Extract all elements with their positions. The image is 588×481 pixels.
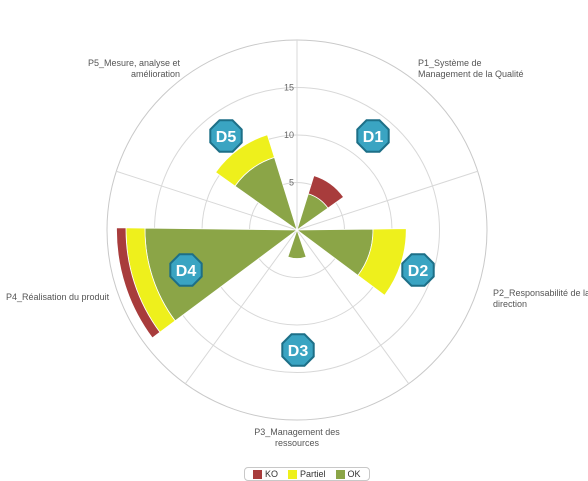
badge-label: D5 [216,129,237,146]
legend-item-ok[interactable]: OK [335,469,361,479]
category-label-p1: P1_Système de Management de la Qualité [418,58,524,79]
legend-swatch [253,469,262,479]
badge-label: D1 [363,129,384,146]
badge-d1: D1 [356,119,390,153]
badge-d2: D2 [401,253,435,287]
badge-d5: D5 [209,119,243,153]
category-label-p5: P5_Mesure, analyse et amélioration [87,58,180,79]
category-label-p3: P3_Management des ressources [254,427,340,448]
badge-d3: D3 [281,333,315,367]
badge-label: D2 [408,263,429,280]
grid-spoke [116,170,298,231]
bar-ko-1 [307,175,345,209]
badge-octagon [356,119,390,153]
legend-swatch [335,469,345,479]
badge-d4: D4 [169,253,203,287]
bar-ok-2 [295,228,374,277]
polar-bars [116,134,407,339]
tick-label: 5 [289,178,294,188]
legend-label: OK [347,469,361,479]
badge-octagon [401,253,435,287]
badge-label: D4 [176,263,197,280]
legend: KO Partiel OK [244,467,370,481]
badge-octagon [169,253,203,287]
badge-label: D3 [288,343,309,360]
tick-label: 15 [284,83,294,93]
category-label-p4: P4_Réalisation du produit [6,292,110,302]
legend-swatch [288,469,298,479]
sector-badges: D1 D2 D3 D4 D5 [169,119,435,367]
badge-octagon [281,333,315,367]
bar-ok-4 [144,227,299,322]
grid-spoke [184,229,298,385]
bar-ko-4 [116,227,161,339]
grid-spoke [296,170,478,231]
legend-label: KO [265,469,279,479]
bar-partiel-2 [357,228,407,296]
grid-spoke [296,229,410,385]
bar-ok-3 [287,228,307,259]
bar-partiel-5 [215,134,275,187]
legend-item-ko[interactable]: KO [253,469,278,479]
legend-item-partiel[interactable]: Partiel [288,469,326,479]
category-label-p2: P2_Responsabilité de la direction [493,288,588,309]
tick-label: 10 [284,130,294,140]
radial-ticks: 5 10 15 [284,83,294,188]
badge-octagon [209,119,243,153]
legend-label: Partiel [300,469,326,479]
